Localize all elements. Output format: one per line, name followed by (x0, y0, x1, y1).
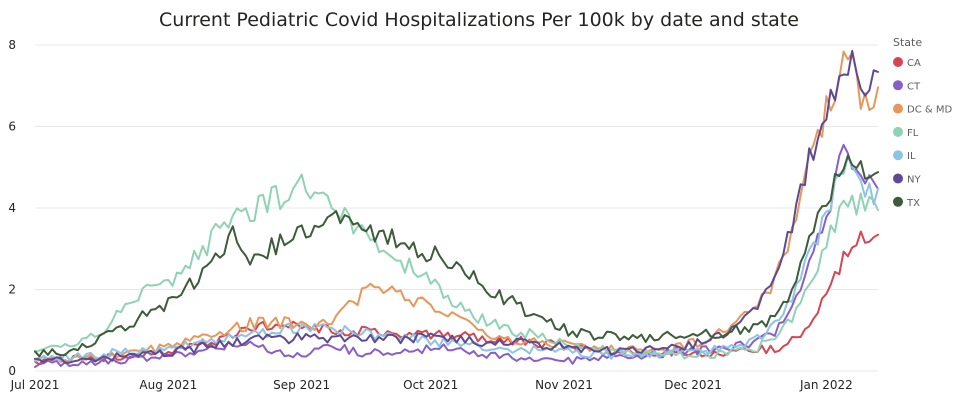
series-line-ct (34, 143, 879, 368)
x-tick-label: Jul 2021 (10, 378, 60, 392)
y-tick-label: 0 (8, 364, 16, 378)
x-tick-label: Nov 2021 (535, 378, 593, 392)
y-gridlines (35, 44, 878, 372)
legend-swatch (893, 173, 903, 184)
legend-swatch (893, 103, 903, 114)
series-line-ny (34, 49, 879, 364)
y-tick-label: 6 (8, 120, 16, 134)
x-axis-ticks: Jul 2021 Aug 2021 Sep 2021 Oct 2021 Nov 2021… (10, 378, 853, 392)
legend-label: DC & MD (907, 105, 952, 116)
x-tick-label: Sep 2021 (273, 378, 330, 392)
x-tick-label: Dec 2021 (664, 378, 722, 392)
legend-swatch (893, 57, 903, 67)
series-line-tx (34, 154, 879, 358)
x-tick-label: Aug 2021 (139, 378, 197, 392)
legend-swatch (893, 126, 903, 137)
legend-swatch (893, 150, 903, 161)
chart-title: Current Pediatric Covid Hospitalizations… (159, 9, 799, 31)
legend: State CA CT DC & MD FL IL NY TX (893, 36, 952, 209)
legend-swatch (893, 80, 903, 91)
legend-label: CA (907, 58, 921, 69)
series-line-il (34, 155, 879, 362)
legend-label: TX (906, 198, 920, 209)
legend-swatch (893, 196, 903, 207)
legend-label: FL (907, 128, 919, 139)
x-tick-label: Jan 2022 (799, 378, 853, 392)
y-tick-label: 4 (8, 201, 16, 215)
legend-label: CT (907, 81, 921, 92)
series-line-dc-md (34, 50, 879, 364)
y-axis-ticks: 0 2 4 6 8 (8, 38, 16, 378)
legend-title: State (893, 36, 922, 49)
y-tick-label: 8 (8, 38, 16, 52)
legend-label: NY (907, 175, 921, 186)
series-line-fl (34, 173, 879, 360)
legend-label: IL (907, 151, 916, 162)
series-lines (34, 49, 879, 368)
y-tick-label: 2 (8, 283, 16, 297)
x-tick-label: Oct 2021 (403, 378, 458, 392)
